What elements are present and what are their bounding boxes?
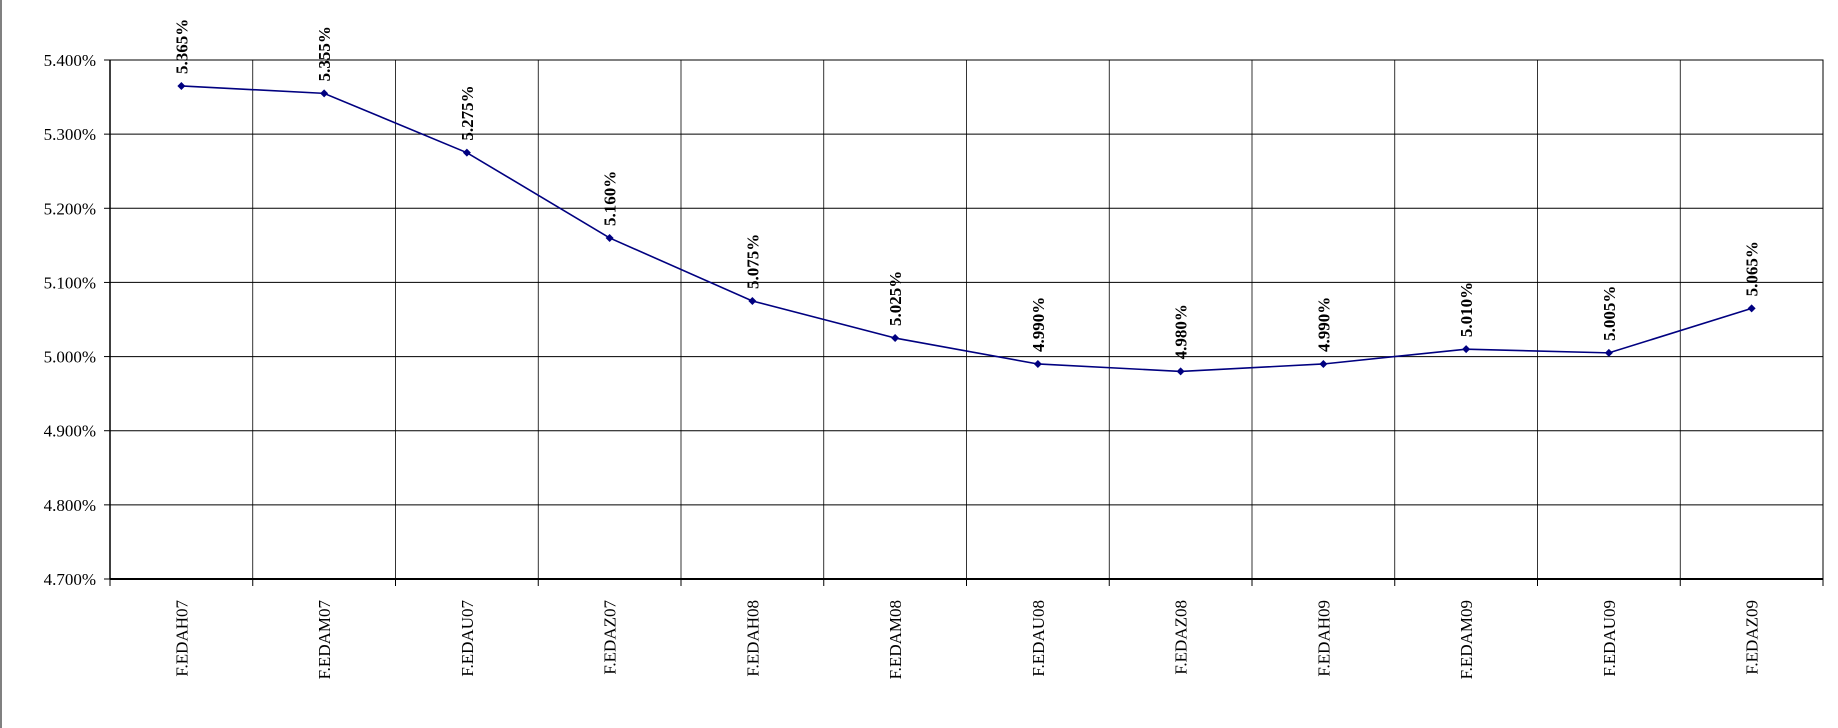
data-labels: 5.365% 5.355% 5.275% 5.160% 5.075% 5.025% 4.99… (172, 19, 1761, 360)
series-layer (177, 81, 1756, 376)
y-tick-label: 5.100% (44, 273, 96, 292)
x-tick-label: F.EDAZ07 (601, 600, 620, 675)
y-tick-label: 4.800% (44, 496, 96, 515)
y-tick-label: 4.900% (44, 422, 96, 441)
data-label: 5.160% (601, 171, 620, 226)
data-point-marker (1033, 359, 1042, 368)
data-point-marker (1747, 304, 1756, 313)
axes (104, 59, 1824, 586)
data-label: 5.025% (886, 271, 905, 326)
data-point-marker (462, 148, 471, 157)
x-tick-label: F.EDAH07 (172, 600, 191, 677)
data-label: 4.990% (1314, 297, 1333, 352)
data-point-marker (605, 233, 614, 242)
data-point-marker (177, 81, 186, 90)
data-label: 5.355% (315, 26, 334, 81)
data-label: 5.075% (743, 234, 762, 289)
x-tick-label: F.EDAM08 (886, 600, 905, 679)
data-point-marker (748, 296, 757, 305)
y-tick-label: 5.300% (44, 125, 96, 144)
data-label: 4.990% (1029, 297, 1048, 352)
x-tick-label: F.EDAM07 (315, 600, 334, 680)
data-point-marker (1319, 359, 1328, 368)
data-label: 5.010% (1457, 282, 1476, 337)
series-line (181, 85, 1752, 373)
data-label: 4.980% (1172, 304, 1191, 359)
y-tick-label: 5.200% (44, 199, 96, 218)
data-point-marker (1604, 348, 1613, 357)
data-point-marker (1176, 367, 1185, 376)
data-label: 5.005% (1600, 286, 1619, 341)
x-tick-labels: F.EDAH07 F.EDAM07 F.EDAU07 F.EDAZ07 F.EDAH08… (172, 600, 1761, 680)
x-tick-label: F.EDAM09 (1457, 600, 1476, 679)
x-tick-label: F.EDAU08 (1029, 600, 1048, 677)
x-tick-label: F.EDAU09 (1600, 600, 1619, 677)
data-point-marker (891, 334, 900, 343)
x-tick-label: F.EDAU07 (458, 600, 477, 677)
data-point-marker (320, 89, 329, 98)
y-tick-label: 5.000% (44, 348, 96, 367)
y-tick-label: 5.400% (44, 51, 96, 70)
x-tick-label: F.EDAZ09 (1743, 600, 1762, 675)
data-label: 5.065% (1743, 241, 1762, 296)
data-label: 5.275% (458, 85, 477, 140)
data-point-marker (1462, 345, 1471, 354)
y-tick-labels: 4.700% 4.800% 4.900% 5.000% 5.100% 5.200% 5.30… (44, 51, 96, 589)
data-label: 5.365% (172, 19, 191, 74)
x-tick-label: F.EDAH09 (1314, 600, 1333, 677)
x-tick-label: F.EDAH08 (743, 600, 762, 677)
y-tick-label: 4.700% (44, 570, 96, 589)
x-tick-label: F.EDAZ08 (1172, 600, 1191, 675)
gridlines (110, 60, 1823, 579)
